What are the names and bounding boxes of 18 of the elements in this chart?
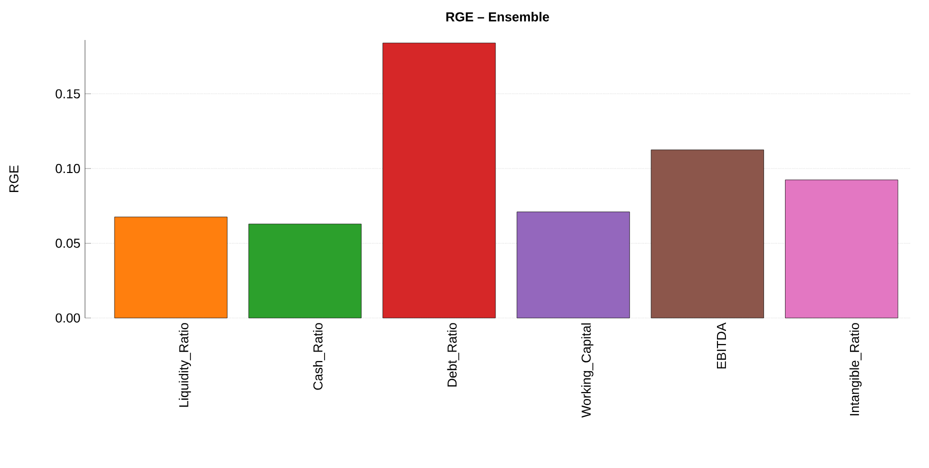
x-tick-label: EBITDA xyxy=(716,322,726,368)
bar xyxy=(516,212,630,318)
y-tick-label: 0.10 xyxy=(56,164,80,174)
y-axis-title: RGE xyxy=(9,165,18,192)
bar xyxy=(650,150,764,318)
x-tick-label: Intangible_Ratio xyxy=(850,323,862,416)
bar xyxy=(382,42,496,318)
bar xyxy=(785,180,898,318)
y-tick-label: 0.15 xyxy=(56,89,80,98)
y-tick-label: 0.00 xyxy=(56,313,80,323)
chart-title: RGE – Ensemble xyxy=(446,12,550,22)
x-tick-label: Cash_Ratio xyxy=(313,323,326,390)
x-tick-label: Debt_Ratio xyxy=(447,323,460,386)
x-tick-label: Working_Capital xyxy=(581,323,594,418)
bar xyxy=(114,216,228,318)
x-tick-label: Liquidity_Ratio xyxy=(178,323,191,407)
bar xyxy=(248,224,362,318)
y-tick-label: 0.05 xyxy=(56,238,80,248)
